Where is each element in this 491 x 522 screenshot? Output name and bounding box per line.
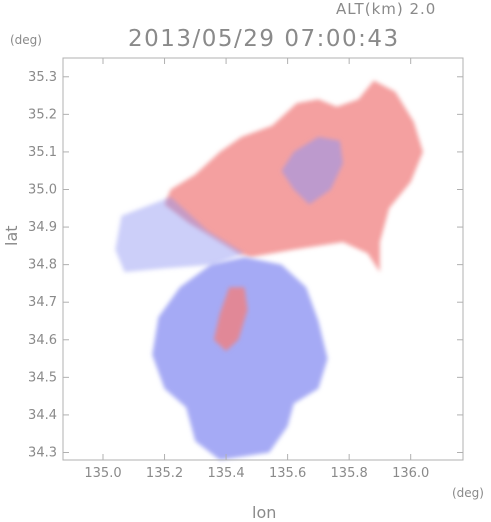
x-axis: 135.0 135.2 135.4 135.6 135.8 136.0 bbox=[84, 58, 429, 481]
y-tick-label: 35.2 bbox=[28, 107, 57, 122]
y-tick-label: 35.3 bbox=[28, 70, 57, 85]
y-tick-label: 35.0 bbox=[28, 182, 57, 197]
plot-frame bbox=[62, 57, 464, 461]
y-tick-label: 34.8 bbox=[28, 258, 57, 273]
x-tick-label: 135.8 bbox=[331, 466, 368, 481]
velocity-regions bbox=[115, 80, 423, 460]
y-axis-unit: (deg) bbox=[10, 33, 42, 47]
y-tick-label: 34.6 bbox=[28, 333, 57, 348]
x-tick-label: 135.2 bbox=[146, 466, 183, 481]
region-west-negative bbox=[115, 197, 245, 273]
y-tick-label: 34.5 bbox=[28, 370, 57, 385]
y-axis: 34.3 34.4 34.5 34.6 34.7 34.8 34.9 35.0 35.1 35.2… bbox=[28, 70, 463, 460]
x-tick-label: 135.6 bbox=[269, 466, 306, 481]
x-axis-unit: (deg) bbox=[452, 486, 484, 500]
x-tick-label: 135.0 bbox=[84, 466, 121, 481]
region-north-negative-patch bbox=[281, 136, 343, 205]
y-tick-label: 34.7 bbox=[28, 295, 57, 310]
y-tick-label: 34.9 bbox=[28, 220, 57, 235]
y-tick-label: 34.3 bbox=[28, 445, 57, 460]
timestamp-title: 2013/05/29 07:00:43 bbox=[128, 26, 400, 52]
x-tick-label: 135.4 bbox=[207, 466, 244, 481]
altitude-label: ALT(km) 2.0 bbox=[336, 0, 437, 18]
x-tick-label: 136.0 bbox=[392, 466, 429, 481]
region-south-negative bbox=[152, 257, 328, 460]
y-tick-label: 35.1 bbox=[28, 145, 57, 160]
y-tick-label: 34.4 bbox=[28, 408, 57, 423]
x-axis-title: lon bbox=[252, 503, 277, 522]
region-south-positive-patch bbox=[213, 287, 248, 351]
